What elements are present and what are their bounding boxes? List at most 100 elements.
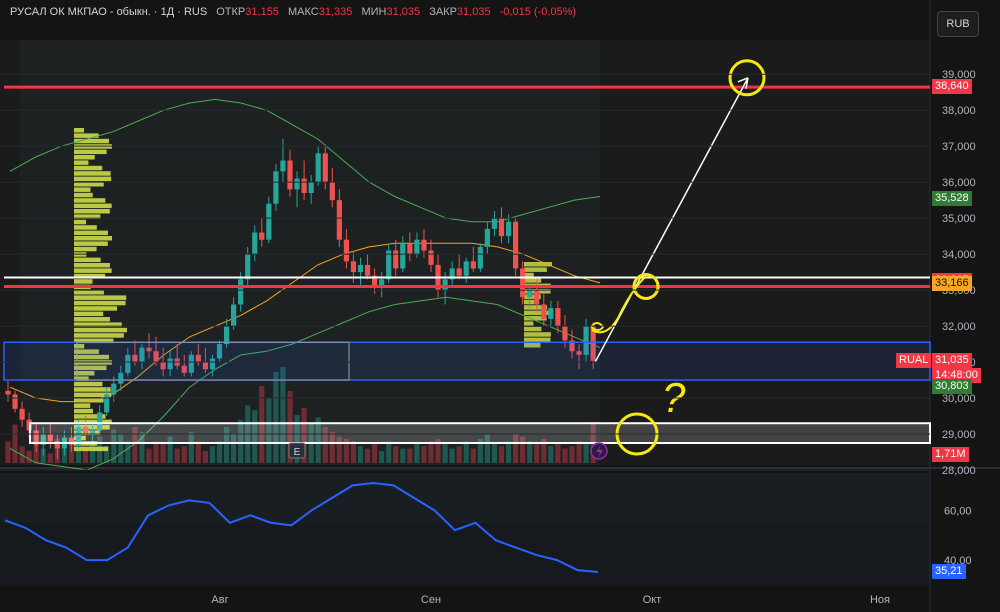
volume-bar bbox=[315, 417, 321, 463]
currency-button[interactable]: RUB bbox=[937, 11, 979, 37]
hand-drawn-loop bbox=[590, 322, 605, 331]
volume-profile-bar bbox=[74, 182, 104, 187]
volume-bar bbox=[202, 451, 208, 463]
volume-profile-bar bbox=[74, 398, 104, 403]
price-tag: 30,803 bbox=[932, 379, 972, 395]
y-tick-label: 32,000 bbox=[942, 321, 976, 333]
candle-body bbox=[336, 200, 342, 240]
rsi-tag: 35,21 bbox=[932, 564, 966, 580]
volume-bar bbox=[491, 443, 498, 463]
white-zone bbox=[29, 422, 931, 445]
volume-bar bbox=[555, 443, 561, 463]
candle-body bbox=[132, 354, 138, 363]
volume-bar bbox=[216, 441, 223, 463]
volume-profile-bar-right bbox=[524, 262, 552, 267]
volume-bar bbox=[111, 429, 117, 463]
volume-bar bbox=[329, 431, 335, 463]
candle-body bbox=[343, 239, 349, 262]
blue-zone bbox=[3, 341, 931, 381]
volume-profile-bar bbox=[74, 219, 87, 225]
candle-body bbox=[315, 153, 321, 183]
volume-profile-bar bbox=[74, 225, 97, 230]
x-tick-label: Окт bbox=[643, 594, 662, 606]
volume-bar bbox=[498, 446, 505, 463]
y-tick-label: 38,000 bbox=[942, 105, 976, 117]
volume-bar bbox=[238, 419, 244, 463]
earnings-marker-label[interactable]: E bbox=[294, 447, 301, 458]
volume-bar bbox=[68, 443, 75, 463]
candle-body bbox=[231, 304, 237, 327]
lightning-bolt bbox=[596, 445, 603, 458]
volume-bar bbox=[393, 446, 399, 463]
volume-profile-bar-right bbox=[524, 321, 534, 326]
volume-bar bbox=[287, 391, 293, 463]
volume-profile-bar bbox=[74, 414, 106, 419]
earnings-marker-box[interactable] bbox=[288, 442, 306, 459]
volume-bar bbox=[569, 446, 575, 463]
volume-profile-bar-right bbox=[524, 326, 542, 332]
x-tick-label: Авг bbox=[211, 594, 228, 606]
volume-bar bbox=[33, 443, 39, 463]
symbol-tag: RUAL bbox=[896, 352, 932, 368]
volume-bar bbox=[463, 441, 469, 463]
volume-profile-bar bbox=[74, 425, 110, 430]
volume-profile-bar bbox=[74, 149, 107, 155]
volume-bar bbox=[322, 427, 328, 463]
volume-bar bbox=[146, 448, 152, 463]
low-label: МИН bbox=[361, 6, 387, 18]
volume-bar bbox=[188, 431, 194, 463]
volume-profile-bar bbox=[74, 273, 106, 279]
candle-body bbox=[308, 182, 314, 193]
volume-bar bbox=[386, 441, 392, 463]
volume-profile-bar bbox=[74, 209, 110, 214]
annotation-question-mark: ? bbox=[662, 374, 686, 421]
volume-bar bbox=[294, 415, 300, 463]
volume-bar bbox=[167, 436, 173, 463]
hand-drawn-path bbox=[591, 275, 647, 334]
volume-profile-bar bbox=[74, 138, 109, 144]
candle-body bbox=[322, 153, 328, 183]
volume-bar bbox=[513, 434, 519, 463]
volume-bar bbox=[259, 386, 265, 463]
candle-body bbox=[301, 178, 307, 193]
volume-bar bbox=[428, 441, 434, 463]
volume-profile-bar bbox=[74, 300, 126, 306]
candle-body bbox=[513, 221, 519, 269]
volume-bar bbox=[562, 448, 568, 463]
candle-body bbox=[259, 232, 265, 240]
volume-profile-bar bbox=[74, 128, 84, 133]
volume-bar bbox=[82, 448, 89, 463]
candle-body bbox=[379, 279, 385, 287]
candle-body bbox=[548, 308, 554, 319]
candle-body bbox=[364, 264, 371, 276]
volume-profile-bar-right bbox=[524, 272, 534, 278]
candle-body bbox=[294, 178, 300, 190]
candle-body bbox=[75, 426, 82, 445]
volume-bar bbox=[505, 441, 512, 463]
volume-profile-bar bbox=[74, 403, 91, 408]
volume-profile-bar bbox=[74, 246, 97, 252]
volume-profile-bar bbox=[74, 176, 112, 182]
candle-body bbox=[463, 261, 469, 276]
volume-profile-bar bbox=[74, 387, 111, 392]
bollinger-lower-line bbox=[9, 296, 601, 471]
volume-bar bbox=[576, 441, 582, 463]
volume-bar bbox=[421, 446, 427, 463]
open-value: 31,155 bbox=[245, 6, 279, 18]
close-label: ЗАКР bbox=[429, 6, 457, 18]
volume-bar bbox=[174, 448, 180, 463]
volume-profile-bar-right bbox=[524, 278, 542, 283]
volume-bar bbox=[350, 441, 357, 463]
volume-bar bbox=[534, 443, 540, 463]
candle-body bbox=[280, 160, 286, 172]
volume-profile-bar-right bbox=[524, 316, 547, 321]
volume-profile-bar bbox=[74, 408, 93, 414]
volume-profile-bar bbox=[74, 392, 112, 398]
candle-body bbox=[139, 347, 145, 363]
volume-bar bbox=[118, 434, 124, 463]
candle-body bbox=[491, 218, 498, 229]
candle-body bbox=[534, 290, 540, 305]
y-tick-label: 34,000 bbox=[942, 249, 976, 261]
candle-body bbox=[273, 171, 279, 204]
